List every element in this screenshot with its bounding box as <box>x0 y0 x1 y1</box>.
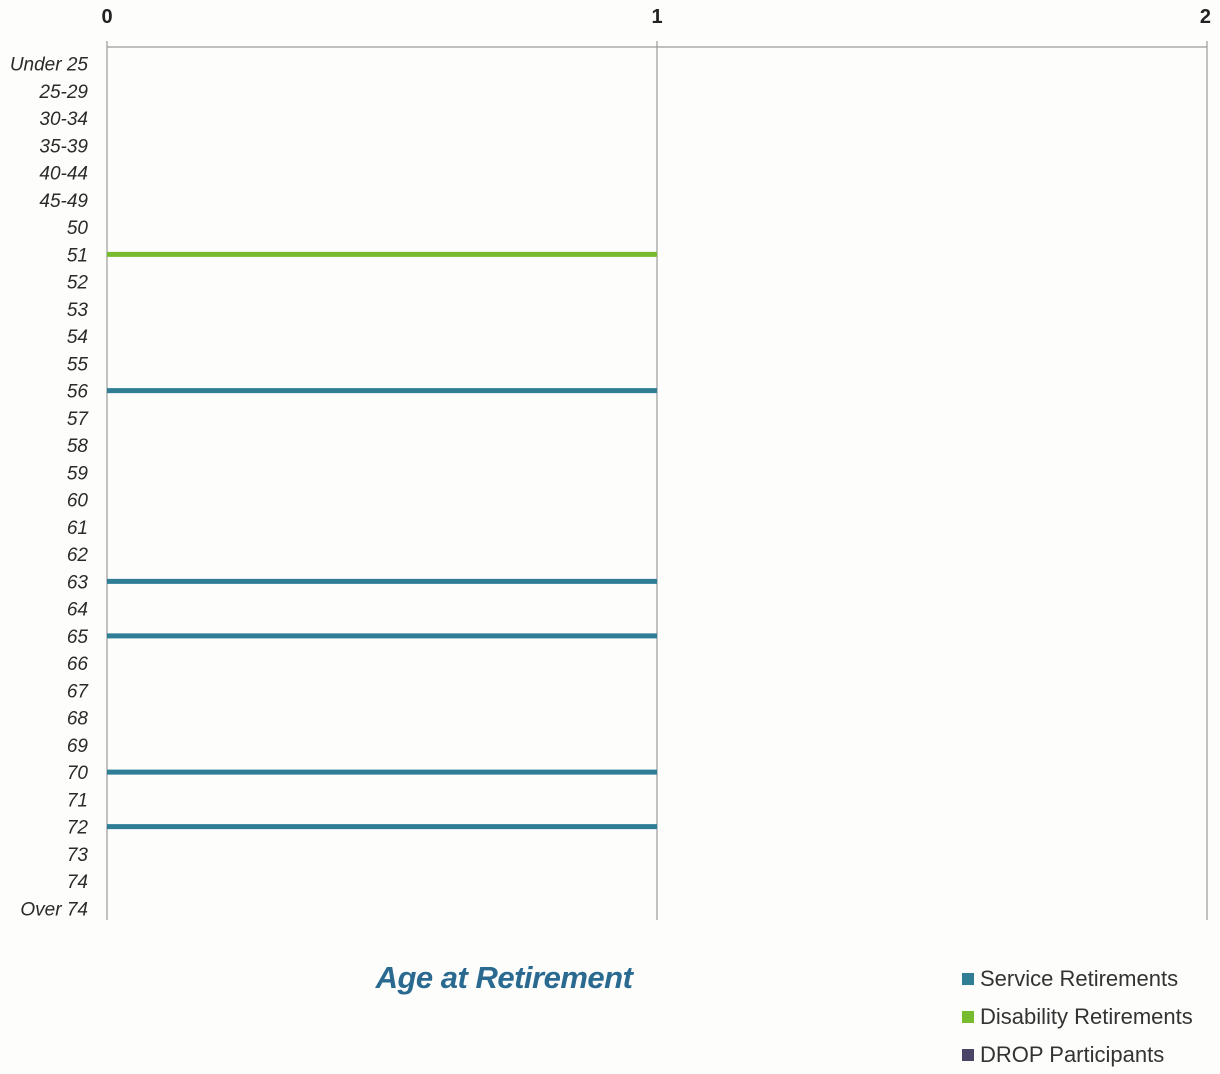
category-label: 35-39 <box>39 136 88 157</box>
category-label: 56 <box>67 382 89 403</box>
bar-layer <box>107 251 657 830</box>
bar-disability-retirements-51 <box>107 251 657 257</box>
category-label: 55 <box>67 354 89 375</box>
category-label: 30-34 <box>39 109 88 130</box>
bar-service-retirements-72 <box>107 824 657 830</box>
category-label: 61 <box>67 518 88 539</box>
category-label: 69 <box>67 736 89 757</box>
legend-label-service: Service Retirements <box>980 966 1179 991</box>
legend-swatch-drop <box>962 1049 974 1061</box>
category-label: 45-49 <box>39 191 88 212</box>
category-label: 54 <box>67 327 88 348</box>
category-label: 70 <box>67 763 89 784</box>
category-label: 64 <box>67 600 88 621</box>
category-label: 51 <box>67 245 88 266</box>
category-label: 60 <box>67 491 89 512</box>
category-label: 67 <box>67 681 90 702</box>
x-tick-label-1: 1 <box>651 6 662 28</box>
legend-item-drop: DROP Participants <box>962 1036 1212 1074</box>
category-label: 65 <box>67 627 89 648</box>
category-label: 73 <box>67 845 89 866</box>
category-label: 71 <box>67 790 88 811</box>
legend-label-disability: Disability Retirements <box>980 1004 1193 1029</box>
legend-label-drop: DROP Participants <box>980 1042 1165 1067</box>
category-label: 58 <box>67 436 89 457</box>
bar-service-retirements-56 <box>107 388 657 394</box>
x-tick-label-2: 2 <box>1200 6 1211 28</box>
category-label: 74 <box>67 872 88 893</box>
bar-service-retirements-63 <box>107 578 657 584</box>
category-label: 53 <box>67 300 89 321</box>
category-label: Over 74 <box>20 899 88 920</box>
bar-service-retirements-65 <box>107 633 657 639</box>
category-label: 68 <box>67 709 89 730</box>
legend-item-disability: Disability Retirements <box>962 998 1212 1036</box>
category-label: 59 <box>67 463 89 484</box>
chart-title: Age at Retirement <box>375 960 633 995</box>
grid-layer <box>106 41 1208 920</box>
category-label: 66 <box>67 654 89 675</box>
category-label: 63 <box>67 572 89 593</box>
category-label: Under 25 <box>10 55 89 76</box>
chart-legend: Service Retirements Disability Retiremen… <box>962 960 1212 1074</box>
category-label: 40-44 <box>39 164 88 185</box>
tick-label-layer: 0 1 2 <box>101 6 1211 28</box>
category-label-layer: Under 25 25-29 30-34 35-39 40-44 45-49 50 51 52 5… <box>10 55 90 921</box>
category-label: 62 <box>67 545 89 566</box>
category-label: 50 <box>67 218 89 239</box>
category-label: 52 <box>67 273 89 294</box>
legend-item-service: Service Retirements <box>962 960 1212 998</box>
category-label: 72 <box>67 818 89 839</box>
bar-service-retirements-70 <box>107 769 657 775</box>
category-label: 57 <box>67 409 90 430</box>
legend-swatch-service <box>962 973 974 985</box>
x-tick-label-0: 0 <box>101 6 112 28</box>
legend-swatch-disability <box>962 1011 974 1023</box>
category-label: 25-29 <box>38 82 88 103</box>
